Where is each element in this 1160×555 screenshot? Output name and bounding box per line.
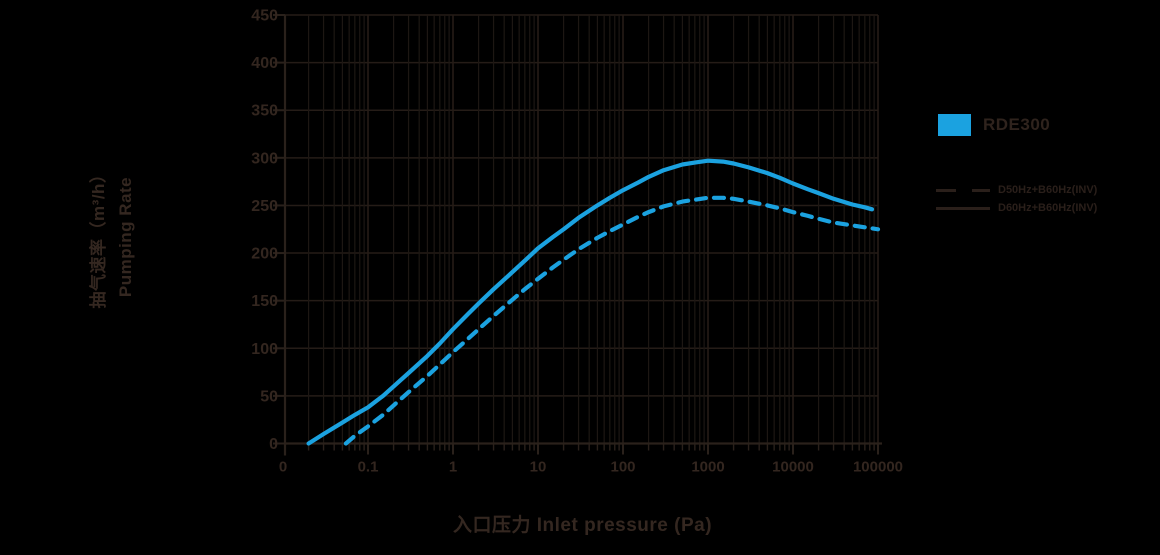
legend-color-swatch [938, 114, 971, 136]
y-axis-title-en: Pumping Rate [116, 176, 135, 298]
y-tick-label: 450 [251, 8, 278, 25]
x-tick-label: 100000 [853, 459, 903, 476]
x-tick-label: 100 [610, 459, 635, 476]
y-tick-label: 400 [251, 55, 278, 72]
x-tick-label: 0 [279, 459, 287, 476]
y-tick-label: 0 [269, 436, 278, 453]
legend-entry-60hz: D60Hz+B60Hz(INV) [936, 202, 1097, 214]
legend: RDE300 D50Hz+B60Hz(INV) D60Hz+B60Hz(INV) [930, 100, 1160, 230]
pumping-curve-solid [306, 158, 875, 446]
x-tick-label: 10000 [772, 459, 814, 476]
legend-entry-label: D50Hz+B60Hz(INV) [998, 184, 1098, 196]
legend-model-row: RDE300 [938, 114, 1050, 136]
x-tick-label: 10 [530, 459, 547, 476]
pumping-curve-dashed [343, 195, 881, 446]
y-tick-label: 150 [251, 293, 278, 310]
legend-entry-50hz: D50Hz+B60Hz(INV) [936, 184, 1097, 196]
tick-marks [273, 14, 879, 455]
y-tick-label: 250 [251, 198, 278, 215]
x-tick-label: 1 [449, 459, 457, 476]
x-axis-title: 入口压力 Inlet pressure (Pa) [452, 515, 713, 536]
tick-labels: 0 50 100 150 200 250 300 350 400 450 0 0.1 1 10 100 100… [251, 8, 903, 476]
data-series [306, 158, 881, 446]
legend-model-label: RDE300 [983, 115, 1051, 134]
y-axis-title: 抽气速率（m³/h） Pumping Rate [85, 166, 139, 309]
dashed-line-icon [936, 188, 990, 192]
x-tick-label: 0.1 [358, 459, 379, 476]
grid-lines [285, 14, 879, 444]
y-tick-label: 50 [260, 388, 278, 405]
y-tick-label: 300 [251, 150, 278, 167]
y-tick-label: 100 [251, 341, 278, 358]
x-tick-label: 1000 [691, 459, 724, 476]
legend-entry-label: D60Hz+B60Hz(INV) [998, 202, 1098, 214]
solid-line-icon [936, 206, 990, 210]
y-tick-label: 200 [251, 246, 278, 263]
y-tick-label: 350 [251, 103, 278, 120]
y-axis-title-zh: 抽气速率（m³/h） [88, 165, 108, 309]
axis-lines [283, 15, 882, 456]
